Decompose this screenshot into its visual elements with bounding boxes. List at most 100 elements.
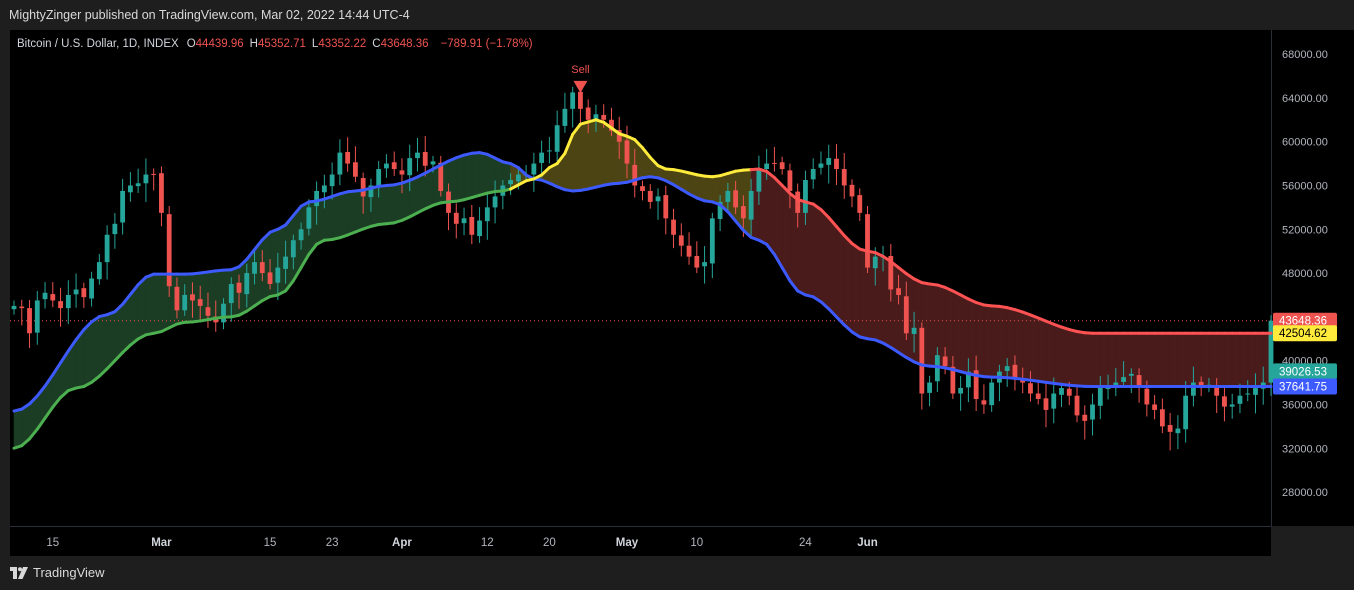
fast-line-segment — [121, 292, 132, 306]
candle — [290, 234, 296, 270]
candle — [1253, 373, 1258, 414]
candle — [640, 180, 645, 201]
ribbon-segment — [417, 172, 426, 214]
candle — [1051, 377, 1057, 424]
candle-body — [73, 289, 79, 295]
price-label-tag: 43648.36 — [1273, 312, 1337, 329]
candle-body — [1222, 396, 1227, 407]
ohlc-value: 44439.96 — [196, 38, 244, 50]
ribbon-segment — [1239, 332, 1249, 387]
chart-area[interactable]: Sell 68000.00 64000.00 60000.00 56000.00 5200… — [0, 30, 1354, 556]
candle — [205, 292, 211, 328]
candle — [764, 148, 770, 180]
candle — [1043, 383, 1049, 428]
candle — [1082, 405, 1088, 440]
candle-body — [787, 170, 793, 191]
fast-line-segment — [741, 228, 753, 239]
candle — [1128, 368, 1134, 394]
candle — [252, 251, 257, 285]
candle — [709, 212, 715, 279]
candle — [96, 254, 102, 285]
candle — [1237, 383, 1243, 414]
price-tag-bg — [1273, 325, 1337, 342]
fast-line-segment — [850, 330, 862, 339]
candle — [1097, 375, 1103, 420]
candle — [321, 174, 327, 209]
candle — [865, 206, 870, 274]
chart-footer: TradingView — [0, 556, 1354, 590]
ribbon-segment — [463, 152, 473, 201]
ribbon-segment — [378, 185, 387, 225]
ribbon-segment — [595, 119, 605, 188]
fast-line-segment — [734, 219, 745, 232]
candle — [702, 246, 707, 284]
ribbon-segment — [471, 152, 480, 198]
candle — [911, 311, 917, 353]
candle-body — [1028, 383, 1033, 394]
ribbon-segment — [843, 234, 853, 333]
ribbon-segment — [347, 190, 356, 236]
candle-body — [353, 162, 358, 177]
candle-body — [655, 196, 661, 202]
slow-line-segment — [609, 126, 621, 136]
ribbon-segment — [99, 314, 108, 377]
ribbon-segment — [991, 305, 1000, 378]
candle-body — [477, 220, 482, 237]
ribbon-segment — [1247, 332, 1256, 387]
candle — [221, 298, 226, 330]
candle — [609, 107, 614, 137]
candle — [461, 207, 467, 236]
ribbon-segment — [1030, 314, 1039, 382]
ribbon-segment — [409, 176, 418, 218]
ribbon-segment — [1061, 326, 1070, 386]
candle-body — [725, 190, 731, 202]
candle — [1214, 377, 1220, 414]
price-tag-text: 39026.53 — [1279, 366, 1327, 378]
candle-body — [174, 286, 180, 311]
slow-line-segment — [904, 272, 916, 281]
tradingview-logo-icon — [10, 566, 28, 579]
candle-body — [244, 273, 250, 295]
candle-body — [1159, 409, 1165, 427]
slow-line-segment — [555, 151, 567, 166]
candle — [779, 156, 785, 175]
candle — [27, 300, 32, 348]
candle — [686, 232, 692, 265]
candle — [329, 162, 335, 200]
fast-line-segment — [245, 248, 257, 261]
candle — [1175, 415, 1181, 450]
candle-body — [531, 163, 537, 175]
ribbon-segment — [393, 182, 403, 224]
price-tag-bg — [1273, 363, 1337, 380]
candle-body — [616, 130, 622, 142]
tradingview-brand[interactable]: TradingView — [10, 565, 105, 580]
candle — [834, 144, 839, 186]
slow-line-segment — [59, 389, 70, 399]
ribbon-segment — [137, 276, 147, 340]
candle — [1183, 381, 1189, 443]
candle-body — [989, 382, 995, 406]
time-axis-background — [10, 526, 1271, 556]
candle — [965, 358, 971, 403]
candle-body — [89, 278, 94, 299]
candle-body — [1090, 404, 1095, 420]
candle — [570, 86, 576, 128]
candle-body — [391, 162, 397, 170]
time-tick-label: Apr — [392, 537, 412, 549]
candle — [896, 274, 901, 305]
candle — [934, 347, 940, 392]
ribbon-segment — [812, 203, 822, 303]
ribbon-segment — [91, 316, 100, 383]
candle-body — [585, 107, 591, 120]
ribbon-segment — [1022, 311, 1031, 381]
ribbon-segment — [1193, 332, 1202, 387]
fast-line-segment — [253, 238, 264, 252]
candle-body — [337, 152, 343, 175]
candle-body — [42, 292, 48, 300]
ribbon-segment — [587, 119, 597, 190]
candle — [42, 282, 48, 309]
candle-body — [740, 206, 746, 219]
fast-line-segment — [284, 214, 295, 227]
price-chart-svg[interactable]: Sell 68000.00 64000.00 60000.00 56000.00 5200… — [0, 30, 1354, 556]
chart-legend: Bitcoin / U.S. Dollar, 1D, INDEX O 44439.9… — [17, 38, 533, 50]
